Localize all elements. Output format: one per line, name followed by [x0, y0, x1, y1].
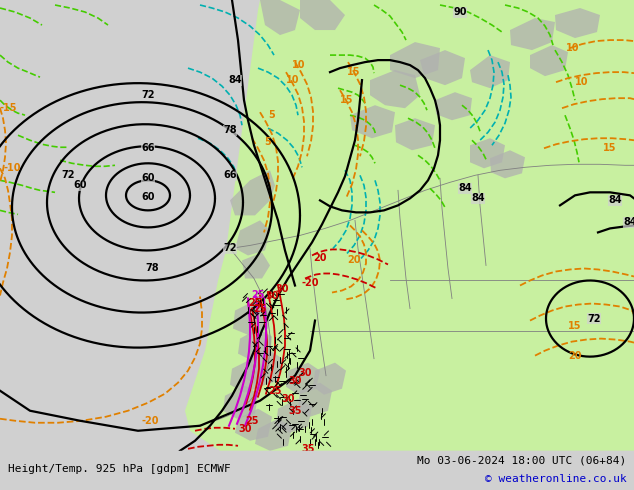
Polygon shape — [530, 45, 568, 76]
Text: 25: 25 — [251, 290, 265, 299]
Text: 84: 84 — [228, 75, 242, 85]
Polygon shape — [350, 105, 395, 138]
Text: 10: 10 — [566, 43, 579, 53]
Text: 10: 10 — [292, 60, 306, 70]
Text: 84: 84 — [471, 194, 485, 203]
Polygon shape — [300, 0, 345, 30]
Text: 10: 10 — [286, 75, 300, 85]
Polygon shape — [238, 329, 272, 361]
Text: 84: 84 — [608, 196, 622, 205]
Polygon shape — [185, 0, 634, 451]
Text: 25: 25 — [249, 297, 262, 308]
Text: 15: 15 — [347, 67, 361, 77]
Polygon shape — [490, 150, 525, 178]
Text: 72: 72 — [61, 171, 75, 180]
Polygon shape — [242, 252, 270, 278]
Polygon shape — [390, 42, 440, 78]
Polygon shape — [223, 386, 258, 419]
Text: 30: 30 — [298, 368, 312, 378]
Text: 20: 20 — [568, 351, 582, 361]
Polygon shape — [313, 363, 346, 395]
Polygon shape — [233, 300, 270, 336]
Polygon shape — [235, 409, 272, 441]
Polygon shape — [510, 18, 555, 50]
Text: 72: 72 — [223, 244, 236, 253]
Text: 5: 5 — [264, 137, 271, 147]
Polygon shape — [298, 383, 332, 416]
Text: 25: 25 — [268, 386, 281, 396]
Text: 78: 78 — [223, 125, 237, 135]
Text: 72: 72 — [587, 314, 601, 323]
Text: 60: 60 — [74, 180, 87, 190]
Text: © weatheronline.co.uk: © weatheronline.co.uk — [484, 474, 626, 484]
Polygon shape — [435, 92, 472, 120]
Text: Height/Temp. 925 hPa [gdpm] ECMWF: Height/Temp. 925 hPa [gdpm] ECMWF — [8, 465, 230, 474]
Text: -20: -20 — [141, 416, 158, 426]
Text: 84: 84 — [458, 183, 472, 194]
Text: -20: -20 — [301, 277, 319, 288]
Text: 35: 35 — [301, 444, 314, 454]
Text: Mo 03-06-2024 18:00 UTC (06+84): Mo 03-06-2024 18:00 UTC (06+84) — [417, 456, 626, 466]
Polygon shape — [395, 118, 435, 150]
Polygon shape — [230, 171, 275, 216]
Text: 30: 30 — [288, 376, 302, 386]
Text: 66: 66 — [223, 171, 236, 180]
Text: -15: -15 — [0, 103, 16, 113]
Text: 30: 30 — [238, 424, 252, 434]
Polygon shape — [420, 50, 465, 85]
Text: -10: -10 — [3, 163, 21, 173]
Text: 15: 15 — [568, 320, 582, 331]
Polygon shape — [470, 55, 510, 88]
Text: 5: 5 — [269, 110, 275, 120]
Text: 30: 30 — [275, 284, 288, 294]
Text: 66: 66 — [141, 143, 155, 153]
Polygon shape — [255, 419, 292, 451]
Polygon shape — [555, 8, 600, 38]
Polygon shape — [276, 399, 312, 433]
Text: 25: 25 — [253, 303, 267, 314]
Text: 84: 84 — [623, 218, 634, 227]
Text: 25: 25 — [245, 416, 259, 426]
Text: 60: 60 — [141, 173, 155, 183]
Text: 10: 10 — [575, 77, 589, 87]
Polygon shape — [370, 70, 420, 108]
Text: 72: 72 — [141, 90, 155, 100]
Polygon shape — [470, 138, 505, 168]
Text: 35: 35 — [288, 406, 302, 416]
Text: 15: 15 — [603, 143, 617, 153]
Polygon shape — [246, 348, 282, 387]
Polygon shape — [230, 359, 265, 392]
Polygon shape — [235, 220, 270, 255]
Text: 15: 15 — [340, 95, 354, 105]
Text: 78: 78 — [145, 264, 158, 273]
Text: 60: 60 — [141, 193, 155, 202]
Polygon shape — [286, 363, 320, 395]
Polygon shape — [260, 0, 300, 35]
Polygon shape — [365, 0, 510, 100]
Text: 20: 20 — [347, 255, 361, 266]
Text: 90: 90 — [453, 7, 467, 17]
Text: 30: 30 — [265, 291, 279, 300]
Text: 30: 30 — [281, 393, 295, 404]
Text: 20: 20 — [313, 253, 327, 264]
